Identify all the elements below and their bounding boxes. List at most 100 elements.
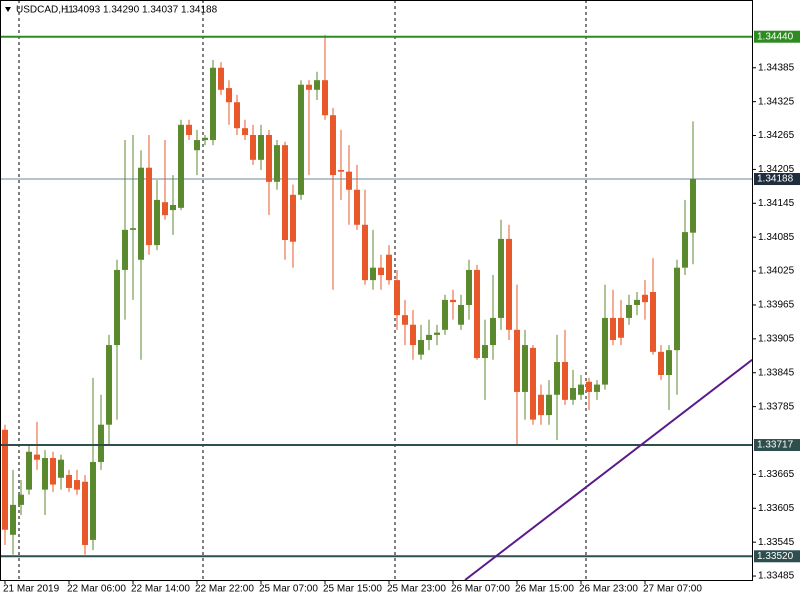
menu-arrow[interactable] xyxy=(5,7,11,12)
chart-title: USDCAD,H1 xyxy=(16,5,74,16)
candle-body xyxy=(474,269,480,359)
ohlc-open: 1.34093 xyxy=(64,5,101,16)
candle-body xyxy=(434,332,440,335)
candle-body xyxy=(410,324,416,346)
candle-body xyxy=(370,267,376,281)
candle-body xyxy=(362,224,368,281)
candle-body xyxy=(170,205,176,211)
price-label: 1.33520 xyxy=(757,551,794,562)
plot-area xyxy=(0,0,752,580)
candle-body xyxy=(50,458,56,485)
candle-body xyxy=(658,351,664,375)
y-tick-label: 1.34205 xyxy=(758,164,795,175)
candle-body xyxy=(594,384,600,392)
candle-body xyxy=(282,145,288,241)
candle-body xyxy=(146,167,152,246)
price-label-box xyxy=(754,439,800,452)
candle-body xyxy=(314,80,320,90)
candle-body xyxy=(618,317,624,338)
candle-body xyxy=(130,228,136,230)
candle-body xyxy=(122,229,128,270)
candle-body xyxy=(114,269,120,346)
candle-body xyxy=(674,267,680,351)
candle-body xyxy=(466,269,472,305)
candle-body xyxy=(578,384,584,395)
candle-body xyxy=(210,67,216,141)
candle-body xyxy=(354,189,360,225)
candle-body xyxy=(98,424,104,462)
ohlc-low: 1.34037 xyxy=(142,5,179,16)
y-tick-label: 1.34325 xyxy=(758,96,795,107)
candle-body xyxy=(546,394,552,416)
candle-body xyxy=(634,299,640,305)
ohlc-close: 1.34188 xyxy=(181,5,218,16)
candle-body xyxy=(90,461,96,540)
candle-body xyxy=(10,504,16,535)
candle-body xyxy=(2,429,8,530)
x-tick-label: 22 Mar 14:00 xyxy=(131,584,190,595)
candle-body xyxy=(322,80,328,116)
candle-body xyxy=(426,334,432,340)
candle-body xyxy=(402,315,408,325)
x-tick-label: 21 Mar 2019 xyxy=(3,584,60,595)
y-tick-label: 1.33545 xyxy=(758,537,795,548)
candle-body xyxy=(162,202,168,216)
candle-body xyxy=(682,232,688,268)
candle-body xyxy=(66,474,72,488)
candle-body xyxy=(18,494,24,505)
candle-body xyxy=(490,317,496,346)
ohlc-high: 1.34290 xyxy=(103,5,140,16)
x-tick-label: 25 Mar 23:00 xyxy=(387,584,446,595)
price-label-box xyxy=(754,30,800,43)
y-tick-label: 1.33485 xyxy=(758,571,795,582)
x-tick-label: 25 Mar 15:00 xyxy=(323,584,382,595)
x-tick-label: 22 Mar 22:00 xyxy=(195,584,254,595)
candle-body xyxy=(218,67,224,90)
price-label-box xyxy=(754,550,800,563)
candle-body xyxy=(394,280,400,316)
plot-border xyxy=(0,0,753,581)
candle-body xyxy=(74,480,80,490)
candle-body xyxy=(458,304,464,325)
candle-body xyxy=(234,102,240,129)
candle-body xyxy=(530,347,536,420)
candle-body xyxy=(498,238,504,318)
y-tick-label: 1.33965 xyxy=(758,300,795,311)
candle-body xyxy=(522,345,528,392)
candle-body xyxy=(690,179,696,233)
y-tick-label: 1.33905 xyxy=(758,333,795,344)
candle-body xyxy=(242,128,248,135)
price-label: 1.34440 xyxy=(757,31,794,42)
x-tick-label: 27 Mar 07:00 xyxy=(643,584,702,595)
candle-body xyxy=(602,317,608,385)
candle-body xyxy=(330,115,336,176)
candle-body xyxy=(386,254,392,281)
trendline xyxy=(464,358,752,580)
candle-body xyxy=(586,381,592,392)
y-tick-label: 1.34085 xyxy=(758,232,795,243)
candle-body xyxy=(506,238,512,330)
candle-body xyxy=(450,299,456,303)
y-tick-label: 1.34385 xyxy=(758,62,795,73)
candle-body xyxy=(338,169,344,172)
candle-body xyxy=(42,458,48,490)
candle-body xyxy=(258,134,264,160)
y-tick-label: 1.34265 xyxy=(758,130,795,141)
x-tick-label: 26 Mar 23:00 xyxy=(579,584,638,595)
y-tick-label: 1.34145 xyxy=(758,198,795,209)
candle-body xyxy=(58,459,64,478)
candle-body xyxy=(226,88,232,103)
candle-body xyxy=(554,362,560,395)
current-price-label: 1.34188 xyxy=(757,174,794,185)
candle-body xyxy=(418,339,424,355)
candle-body xyxy=(442,299,448,330)
candle-body xyxy=(34,454,40,460)
candle-body xyxy=(186,124,192,135)
candle-body xyxy=(82,481,88,545)
candle-body xyxy=(266,134,272,182)
candle-body xyxy=(610,317,616,340)
candle-body xyxy=(202,137,208,141)
candle-body xyxy=(562,362,568,400)
y-tick-label: 1.33665 xyxy=(758,469,795,480)
current-price-box xyxy=(754,173,800,186)
